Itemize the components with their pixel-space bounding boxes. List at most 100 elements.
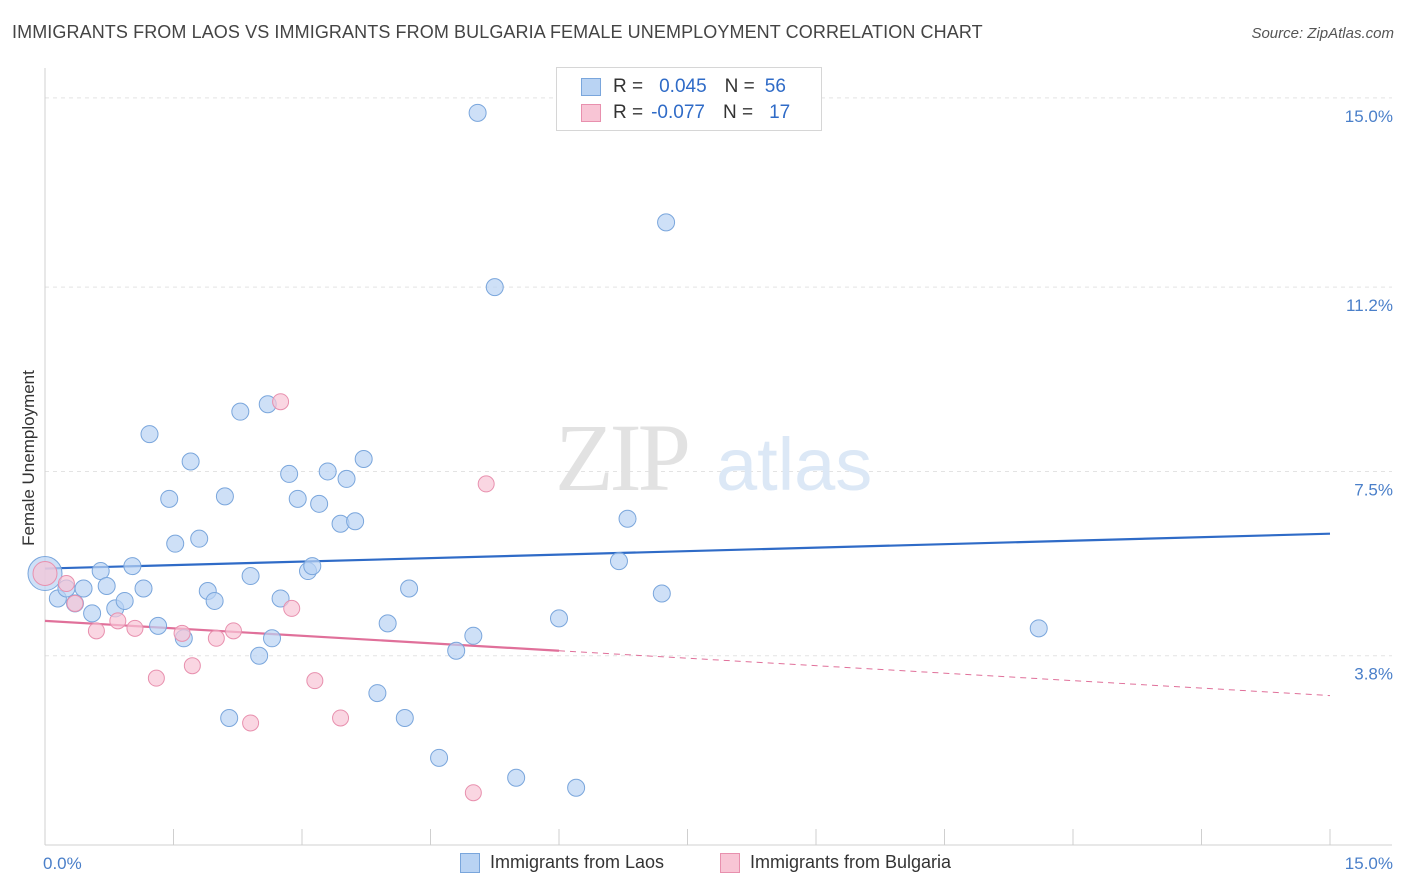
bulgaria-point xyxy=(283,599,301,617)
laos-point xyxy=(134,579,153,598)
laos-point xyxy=(280,464,299,483)
bulgaria-point xyxy=(272,393,290,411)
laos-point xyxy=(263,629,282,648)
bulgaria-point xyxy=(332,709,350,727)
bulgaria-point xyxy=(207,629,225,647)
laos-point xyxy=(160,489,179,508)
bulgaria-point xyxy=(242,714,260,732)
correlation-legend: R = 0.045 N = 56 R = -0.077 N = 17 xyxy=(556,67,822,131)
bottom-bulgaria-label: Immigrants from Bulgaria xyxy=(750,852,952,872)
bottom-laos-label: Immigrants from Laos xyxy=(490,852,665,872)
laos-point xyxy=(205,591,224,610)
x-tick-label-0: 0.0% xyxy=(43,854,82,873)
bottom-legend-bulgaria: Immigrants from Bulgaria xyxy=(720,852,951,873)
legend-row-bulgaria: R = -0.077 N = 17 xyxy=(581,101,790,125)
laos-point xyxy=(368,684,387,703)
laos-r-value: 0.045 xyxy=(659,76,707,97)
laos-point xyxy=(215,487,234,506)
laos-point xyxy=(303,557,322,576)
laos-point xyxy=(354,449,373,468)
laos-swatch xyxy=(581,78,601,96)
laos-point xyxy=(241,567,260,586)
bulgaria-point xyxy=(126,619,144,637)
laos-r-label: R = xyxy=(613,76,644,97)
bulgaria-point xyxy=(87,622,105,640)
watermark-atlas: atlas xyxy=(716,423,872,506)
bottom-bulgaria-swatch xyxy=(720,852,740,873)
laos-point xyxy=(337,469,356,488)
laos-point xyxy=(618,509,637,528)
laos-point xyxy=(550,609,568,628)
laos-point xyxy=(271,589,290,608)
bulgaria-r-label: R = xyxy=(613,102,644,123)
watermark: ZIP atlas xyxy=(555,404,872,511)
laos-point xyxy=(378,614,397,633)
bottom-legend-laos: Immigrants from Laos xyxy=(460,852,664,873)
laos-point xyxy=(567,778,586,797)
laos-point xyxy=(310,494,329,513)
bulgaria-swatch xyxy=(581,104,601,122)
y-tick-label-3: 15.0% xyxy=(1345,107,1393,126)
bulgaria-n-value: 17 xyxy=(769,102,791,123)
bulgaria-trend-extension xyxy=(558,650,1331,697)
tick-labels: 3.8% 7.5% 11.2% 15.0% 0.0% 15.0% xyxy=(43,107,1393,873)
laos-point xyxy=(250,646,269,665)
laos-point xyxy=(652,584,671,603)
laos-point xyxy=(609,552,628,571)
laos-point xyxy=(430,748,449,767)
laos-point xyxy=(346,512,365,531)
laos-point xyxy=(74,579,93,598)
bulgaria-point xyxy=(224,622,242,640)
laos-point xyxy=(149,616,168,635)
laos-point xyxy=(318,462,337,481)
laos-point xyxy=(115,591,134,610)
laos-point xyxy=(220,708,239,727)
bulgaria-r-value: -0.077 xyxy=(651,102,705,123)
legend-row-laos: R = 0.045 N = 56 xyxy=(581,75,786,99)
laos-point xyxy=(181,452,200,471)
laos-n-label: N = xyxy=(724,76,755,97)
bulgaria-point xyxy=(66,594,84,612)
laos-point xyxy=(485,278,504,297)
x-tick-label-1: 15.0% xyxy=(1345,854,1393,873)
laos-point xyxy=(123,557,142,576)
bulgaria-point xyxy=(183,657,201,675)
laos-trend-line xyxy=(44,532,1331,570)
laos-point xyxy=(288,489,307,508)
laos-point xyxy=(83,604,102,623)
bulgaria-point xyxy=(147,669,165,687)
bulgaria-point xyxy=(57,575,75,593)
y-tick-label-1: 7.5% xyxy=(1354,480,1393,499)
laos-point xyxy=(1029,619,1048,638)
bulgaria-point xyxy=(32,561,58,587)
laos-point xyxy=(166,534,185,553)
trend-lines xyxy=(44,532,1331,697)
laos-point xyxy=(447,641,466,660)
chart-title: IMMIGRANTS FROM LAOS VS IMMIGRANTS FROM … xyxy=(12,22,983,42)
laos-point xyxy=(400,579,419,598)
laos-point xyxy=(231,402,250,421)
laos-point xyxy=(190,529,209,548)
laos-point xyxy=(507,768,526,787)
bulgaria-point xyxy=(464,784,482,802)
bulgaria-point xyxy=(477,475,495,493)
laos-point xyxy=(468,103,487,122)
laos-point xyxy=(395,708,414,727)
bulgaria-point xyxy=(173,624,191,642)
y-tick-label-0: 3.8% xyxy=(1354,665,1393,684)
source-credit: Source: ZipAtlas.com xyxy=(1251,25,1394,42)
laos-point xyxy=(140,425,159,444)
bulgaria-point xyxy=(109,612,127,630)
bottom-laos-swatch xyxy=(460,852,480,873)
bulgaria-n-label: N = xyxy=(722,102,754,123)
axes xyxy=(44,68,1392,846)
data-points xyxy=(27,103,1048,802)
y-tick-label-2: 11.2% xyxy=(1346,296,1393,315)
laos-point xyxy=(97,577,116,595)
laos-n-value: 56 xyxy=(764,76,786,97)
watermark-zip: ZIP xyxy=(555,404,688,511)
laos-point xyxy=(464,626,483,645)
y-axis-label: Female Unemployment xyxy=(19,370,38,546)
bulgaria-point xyxy=(306,672,324,690)
